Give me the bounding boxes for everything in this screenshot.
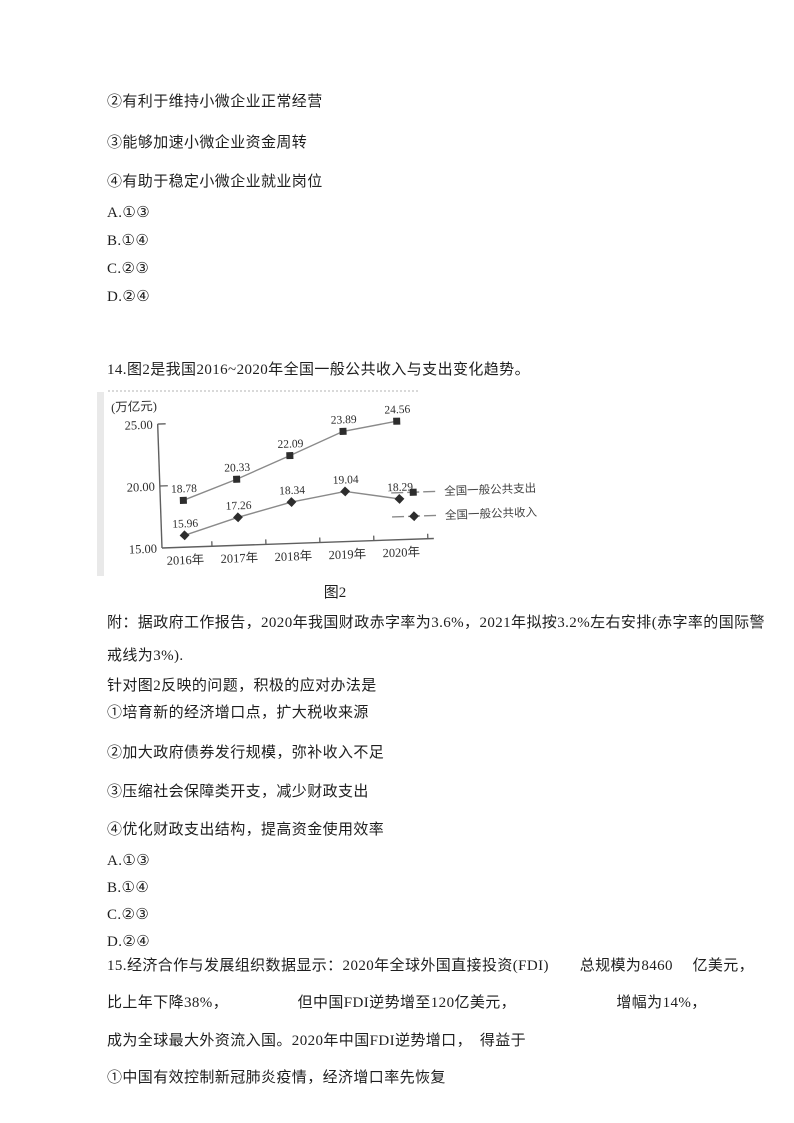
- legend-square-marker: [409, 488, 417, 496]
- diamond-marker: [286, 497, 297, 507]
- q14-choice-b: B.①④: [107, 880, 150, 896]
- square-marker: [286, 451, 294, 460]
- square-marker: [179, 496, 187, 504]
- figure2-line-chart: 25.00 20.00 15.00 (万亿元) 2016年 2017年 2018年 2019年…: [111, 398, 538, 568]
- x-tick-label: 2018年: [274, 549, 312, 564]
- q14-choice-a: A.①③: [107, 853, 151, 869]
- q13-statement-3: ③能够加速小微企业资金周转: [107, 135, 308, 151]
- y-tick-label: 25.00: [124, 418, 153, 433]
- y-axis-unit-label: (万亿元): [111, 398, 157, 415]
- square-marker: [339, 427, 347, 435]
- data-point-label: 23.89: [331, 414, 358, 427]
- data-point-label: 20.33: [224, 462, 251, 475]
- y-tick-label: 15.00: [129, 542, 158, 557]
- data-point-label: 15.96: [172, 518, 199, 531]
- q13-choice-c: C.②③: [107, 261, 150, 277]
- figure2-chart-area: 25.00 20.00 15.00 (万亿元) 2016年 2017年 2018年 2019年…: [97, 388, 640, 584]
- q14-statement-3: ③压缩社会保障类开支，减少财政支出: [107, 784, 369, 800]
- square-marker: [393, 417, 401, 425]
- x-tick-label: 2020年: [382, 545, 420, 560]
- diamond-marker: [233, 512, 243, 523]
- q15-statement-1: ①中国有效控制新冠肺炎疫情，经济增口率先恢复: [107, 1070, 446, 1086]
- q13-statement-2: ②有利于维持小微企业正常经营: [107, 94, 323, 110]
- x-tick-label: 2017年: [220, 551, 258, 566]
- data-point-label: 24.56: [384, 404, 411, 417]
- x-tick-label: 2019年: [328, 547, 366, 562]
- q14-choice-d: D.②④: [107, 934, 151, 950]
- q14-note-line1: 附：据政府工作报告，2020年我国财政赤字率为3.6%，2021年拟按3.2%左…: [107, 615, 765, 631]
- data-point-label: 17.26: [225, 500, 252, 513]
- data-point-label: 19.04: [333, 474, 360, 487]
- legend-diamond-marker: [409, 511, 419, 522]
- scan-artifact-shadow: [97, 392, 104, 576]
- data-point-label: 22.09: [277, 438, 304, 451]
- q15-stem-line1: 15.经济合作与发展组织数据显示：2020年全球外国直接投资(FDI) 总规模为…: [107, 958, 755, 974]
- x-tick-label: 2016年: [166, 553, 204, 568]
- y-axis: [156, 424, 163, 549]
- q14-statement-1: ①培育新的经济增口点，扩大税收来源: [107, 705, 369, 721]
- legend-label: 全国一般公共支出: [444, 481, 536, 498]
- q14-choice-c: C.②③: [107, 907, 150, 923]
- y-tick-label: 20.00: [127, 480, 156, 495]
- figure2-caption: 图2: [323, 585, 347, 601]
- square-marker: [233, 475, 241, 483]
- data-point-label: 18.78: [171, 483, 198, 496]
- q14-stem: 14.图2是我国2016~2020年全国一般公共收入与支出变化趋势。: [107, 362, 530, 378]
- diamond-marker: [394, 493, 405, 504]
- q15-stem-line2: 比上年下降38%， 但中国FDI逆势增至120亿美元， 增幅为14%，: [107, 995, 707, 1011]
- data-point-label: 18.34: [279, 485, 306, 498]
- q13-choice-d: D.②④: [107, 289, 151, 305]
- data-point-label: 18.29: [387, 481, 414, 494]
- diamond-marker: [340, 486, 351, 497]
- q13-choice-b: B.①④: [107, 233, 150, 249]
- diamond-marker: [179, 530, 190, 541]
- q14-note-line2: 戒线为3%).: [107, 648, 184, 664]
- chart-plot-group: 25.00 20.00 15.00 (万亿元) 2016年 2017年 2018年 2019年…: [111, 398, 538, 568]
- q13-choice-a: A.①③: [107, 205, 151, 221]
- q15-stem-line3: 成为全球最大外资流入国。2020年中国FDI逆势增口， 得益于: [107, 1033, 527, 1049]
- q14-statement-2: ②加大政府债券发行规模，弥补收入不足: [107, 745, 385, 761]
- q14-question: 针对图2反映的问题，积极的应对办法是: [107, 678, 377, 694]
- q13-statement-4: ④有助于稳定小微企业就业岗位: [107, 174, 323, 190]
- scan-artifact-dots: [108, 390, 418, 392]
- legend-label: 全国一般公共收入: [445, 505, 538, 522]
- x-axis: [161, 537, 434, 549]
- q14-statement-4: ④优化财政支出结构，提高资金使用效率: [107, 822, 385, 838]
